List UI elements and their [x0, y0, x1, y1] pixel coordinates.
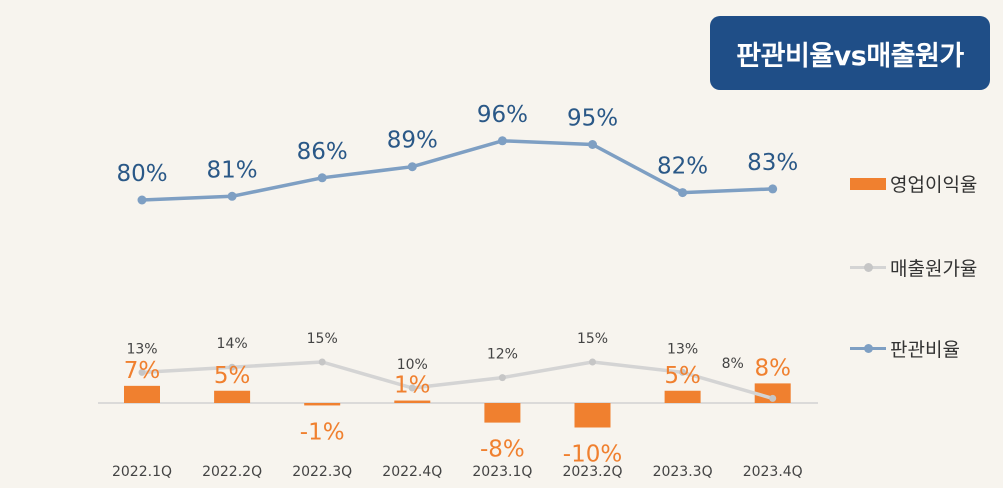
data-label-opm: 7% — [124, 358, 161, 384]
legend-item-cogs: 매출원가율 — [850, 254, 977, 281]
point-sga — [227, 191, 237, 201]
data-label-sga: 86% — [297, 139, 348, 165]
chart-title-box: 판관비율vs매출원가 — [710, 16, 990, 90]
point-sga — [317, 173, 327, 183]
data-label-opm: 8% — [754, 355, 791, 381]
data-label-opm: -1% — [300, 419, 345, 445]
data-label-cogs: 13% — [126, 341, 157, 357]
x-tick-label: 2022.2Q — [202, 464, 262, 480]
bar-opm — [304, 403, 341, 406]
x-tick-label: 2023.4Q — [743, 464, 803, 480]
bar-opm — [214, 390, 251, 403]
line-cogs — [141, 360, 774, 401]
data-label-opm: -10% — [563, 442, 622, 468]
point-cogs — [589, 358, 596, 366]
legend-swatch-cogs — [850, 263, 886, 272]
legend-item-opm: 영업이익율 — [850, 170, 977, 197]
point-cogs — [408, 384, 416, 392]
x-tick-label: 2022.4Q — [382, 464, 442, 480]
bar-opm — [664, 390, 701, 403]
point-sga — [768, 184, 778, 194]
data-label-sga: 96% — [477, 102, 528, 128]
point-sga — [497, 136, 507, 146]
data-label-opm: 5% — [214, 363, 251, 389]
legend-label-sga: 판관비율 — [890, 339, 960, 361]
x-tick-label: 2023.1Q — [472, 464, 532, 480]
data-label-opm: 5% — [664, 363, 701, 389]
point-cogs — [769, 394, 777, 402]
point-sga — [588, 140, 597, 149]
legend-label-opm: 영업이익율 — [890, 174, 978, 196]
data-label-cogs: 14% — [217, 336, 248, 352]
data-label-sga: 81% — [207, 157, 258, 183]
point-cogs — [318, 358, 326, 366]
point-cogs — [498, 374, 506, 382]
line-sga — [141, 139, 773, 202]
x-tick-label: 2022.3Q — [292, 464, 352, 480]
point-sga — [137, 195, 147, 205]
point-sga — [678, 188, 688, 198]
bar-opm — [394, 400, 431, 403]
legend-item-sga: 판관비율 — [850, 335, 960, 362]
data-label-cogs: 15% — [307, 331, 338, 347]
data-label-opm: 1% — [394, 373, 431, 399]
data-label-sga: 80% — [116, 161, 167, 187]
data-label-sga: 82% — [657, 154, 708, 180]
point-cogs — [228, 363, 236, 371]
legend-swatch-sga — [850, 344, 886, 353]
x-tick-label: 2023.3Q — [653, 464, 713, 480]
x-tick-label: 2022.1Q — [112, 464, 172, 480]
bar-opm — [124, 385, 160, 403]
bar-opm — [484, 403, 521, 423]
bar-opm — [754, 383, 791, 403]
data-label-cogs: 8% — [722, 356, 744, 372]
point-sga — [407, 162, 417, 172]
data-label-sga: 83% — [747, 150, 798, 176]
data-label-opm: -8% — [480, 437, 525, 463]
data-label-cogs: 10% — [397, 357, 428, 373]
chart-title: 판관비율vs매출원가 — [736, 40, 964, 72]
data-label-sga: 89% — [387, 128, 438, 154]
x-tick-label: 2023.2Q — [562, 464, 622, 480]
point-cogs — [679, 368, 687, 376]
data-label-cogs: 15% — [577, 331, 608, 347]
point-cogs — [138, 368, 146, 376]
data-label-cogs: 12% — [487, 347, 518, 363]
legend-label-cogs: 매출원가율 — [890, 258, 978, 280]
data-label-sga: 95% — [567, 106, 618, 132]
legend-swatch-opm — [850, 177, 886, 190]
bar-opm — [574, 403, 611, 428]
data-label-cogs: 13% — [667, 341, 698, 357]
